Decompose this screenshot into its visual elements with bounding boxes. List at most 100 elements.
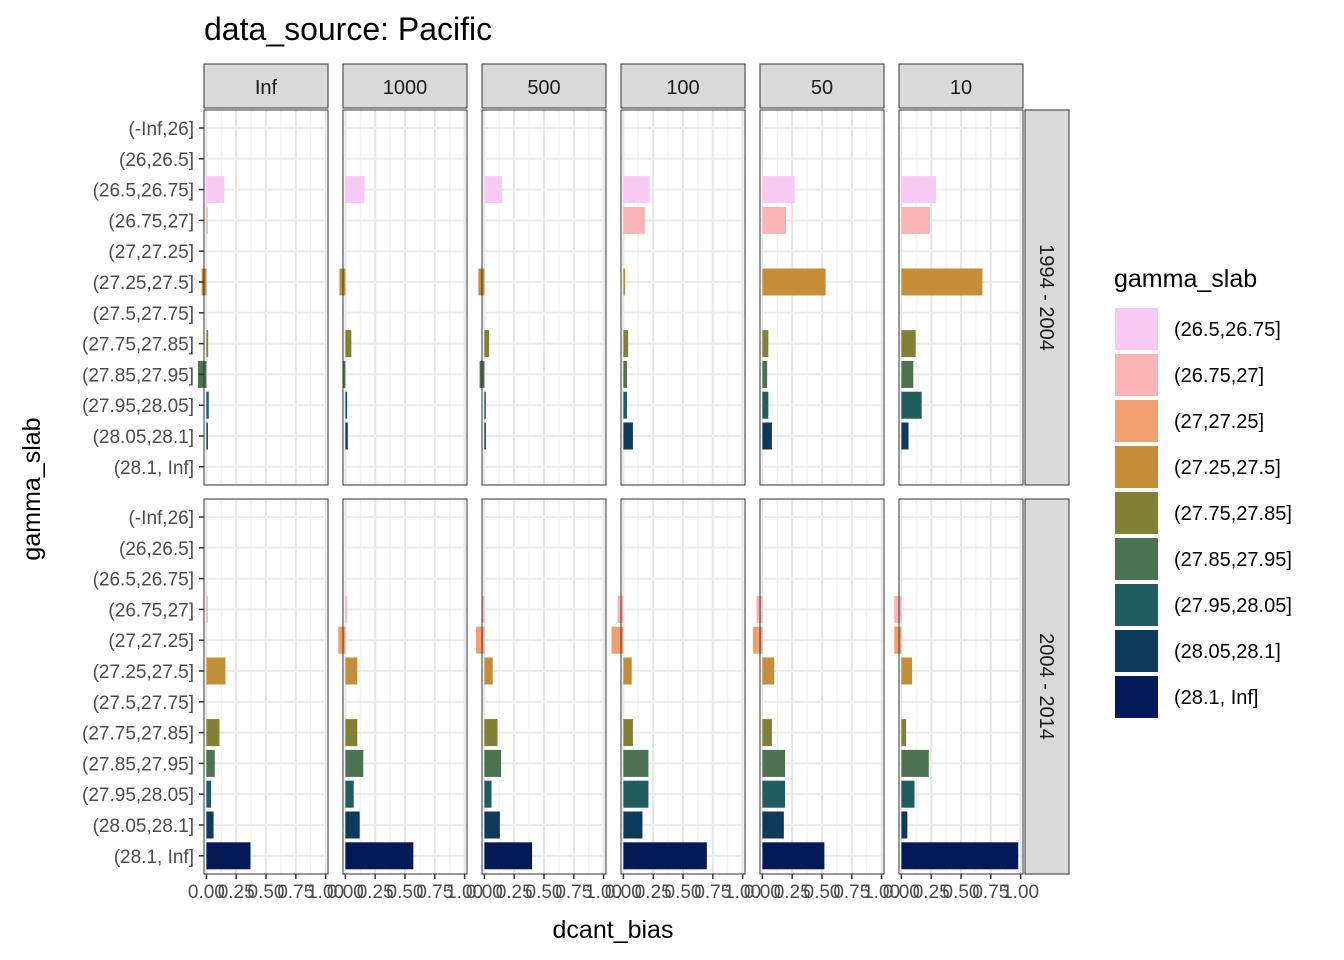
y-tick-label: (26.5,26.75] <box>93 570 194 591</box>
bar-(27,27.25] <box>894 626 902 654</box>
legend-item: (27,27.25] <box>1115 400 1264 442</box>
legend-key <box>1115 308 1158 350</box>
legend-label: (27,27.25] <box>1174 411 1264 433</box>
x-tick-label: 0.00 <box>883 882 920 903</box>
bar-(27,27.25] <box>476 626 485 654</box>
panel-1-100 <box>611 498 746 875</box>
bar-(26.5,26.75] <box>484 176 503 204</box>
row-strip-label: 2004 - 2014 <box>1035 633 1057 740</box>
x-tick-label: 0.25 <box>218 882 255 903</box>
bar-(27.95,28.05] <box>762 391 769 419</box>
x-tick-label: 0.25 <box>357 882 394 903</box>
y-axis-title: gamma_slab <box>18 417 46 560</box>
bar-(26.75,27] <box>623 206 645 234</box>
bar-(27.75,27.85] <box>206 719 220 747</box>
x-axis-ticks: 0.000.250.500.751.000.000.250.500.751.00… <box>188 874 1039 903</box>
panel-1-Inf <box>203 498 329 875</box>
col-strip-label: 100 <box>666 77 699 99</box>
x-tick-label: 0.50 <box>526 882 563 903</box>
panel-0-100 <box>620 109 746 486</box>
legend-label: (28.05,28.1] <box>1174 641 1281 663</box>
bar-(27.25,27.5] <box>345 657 358 685</box>
bar-(28.1, Inf] <box>623 842 707 870</box>
legend-label: (26.5,26.75] <box>1174 319 1281 341</box>
x-tick-label: 0.25 <box>774 882 811 903</box>
x-tick-label: 0.75 <box>833 882 870 903</box>
panel-border <box>342 109 468 486</box>
col-strip-label: Inf <box>255 77 278 99</box>
panel-border <box>203 109 329 486</box>
y-tick-label: (26.75,27] <box>108 211 194 232</box>
bar-(28.05,28.1] <box>901 422 909 450</box>
x-tick-label: 0.50 <box>943 882 980 903</box>
chart-title: data_source: Pacific <box>204 11 492 47</box>
y-tick-label: (28.05,28.1] <box>93 816 194 837</box>
panel-0-1000 <box>339 109 468 486</box>
bar-(27,27.25] <box>752 626 763 654</box>
bar-(27.95,28.05] <box>762 780 786 808</box>
panel-1-50 <box>752 498 885 875</box>
y-tick-label: (26,26.5] <box>119 150 194 171</box>
y-tick-label: (27.95,28.05] <box>82 785 194 806</box>
col-strip-label: 1000 <box>383 77 428 99</box>
bar-(28.1, Inf] <box>345 842 414 870</box>
bar-(27.85,27.95] <box>206 749 215 777</box>
y-axis-ticks: (-Inf,26] (26,26.5] (26.5,26.75] (26.75,27]… <box>82 119 204 868</box>
bar-(26.5,26.75] <box>345 176 365 204</box>
bar-(27.95,28.05] <box>206 391 209 419</box>
x-tick-label: 0.75 <box>694 882 731 903</box>
bar-(27.95,28.05] <box>901 780 915 808</box>
x-tick-label: 0.75 <box>277 882 314 903</box>
legend-key <box>1115 354 1158 396</box>
bar-(27.25,27.5] <box>901 268 983 296</box>
y-tick-label: (28.1, Inf] <box>114 847 194 868</box>
y-tick-label: (27.5,27.75] <box>93 304 194 325</box>
legend-label: (26.75,27] <box>1174 365 1264 387</box>
col-strip-Inf: Inf <box>203 63 329 109</box>
bar-(27.75,27.85] <box>901 330 916 358</box>
x-tick-label: 0.25 <box>913 882 950 903</box>
y-tick-label: (27.85,27.95] <box>82 365 194 386</box>
x-axis-title: dcant_bias <box>553 916 674 944</box>
bar-(27.75,27.85] <box>901 719 907 747</box>
y-tick-label: (27.75,27.85] <box>82 335 194 356</box>
bar-(27.95,28.05] <box>623 780 649 808</box>
legend-key <box>1115 538 1158 580</box>
col-strip-box <box>620 63 746 109</box>
panel-0-10 <box>898 109 1024 486</box>
y-tick-label: (27.95,28.05] <box>82 396 194 417</box>
x-tick-label: 0.00 <box>744 882 781 903</box>
panel-0-500 <box>478 109 607 486</box>
bar-(28.05,28.1] <box>206 811 214 839</box>
y-tick-label: (27.25,27.5] <box>93 662 194 683</box>
x-tick-label: 1.00 <box>724 882 761 903</box>
col-strip-10: 10 <box>898 63 1024 109</box>
bar-(27.75,27.85] <box>206 330 209 358</box>
y-tick-label: (27.75,27.85] <box>82 724 194 745</box>
legend-item: (28.05,28.1] <box>1115 630 1281 672</box>
bar-(27.25,27.5] <box>484 657 493 685</box>
bar-(27.95,28.05] <box>206 780 212 808</box>
bar-(27.85,27.95] <box>343 360 346 388</box>
bar-(28.05,28.1] <box>762 811 784 839</box>
row-strip-box <box>1024 498 1070 875</box>
x-tick-label: 0.25 <box>496 882 533 903</box>
bar-(27.75,27.85] <box>345 719 358 747</box>
bar-(28.05,28.1] <box>901 811 908 839</box>
y-tick-label: (27,27.25] <box>108 242 194 263</box>
x-tick-label: 0.50 <box>665 882 702 903</box>
x-tick-label: 1.00 <box>863 882 900 903</box>
legend-item: (26.75,27] <box>1115 354 1264 396</box>
bar-(27.75,27.85] <box>623 719 633 747</box>
legend-key <box>1115 676 1158 718</box>
panel-1-10 <box>894 498 1024 875</box>
x-tick-label: 1.00 <box>585 882 622 903</box>
y-tick-label: (26.75,27] <box>108 600 194 621</box>
bar-(27.95,28.05] <box>901 391 922 419</box>
bar-(27,27.25] <box>611 626 624 654</box>
legend-item: (26.5,26.75] <box>1115 308 1281 350</box>
legend-label: (27.85,27.95] <box>1174 549 1292 571</box>
legend-key <box>1115 400 1158 442</box>
legend: gamma_slab (26.5,26.75] (26.75,27] (27,27.… <box>1114 265 1292 718</box>
